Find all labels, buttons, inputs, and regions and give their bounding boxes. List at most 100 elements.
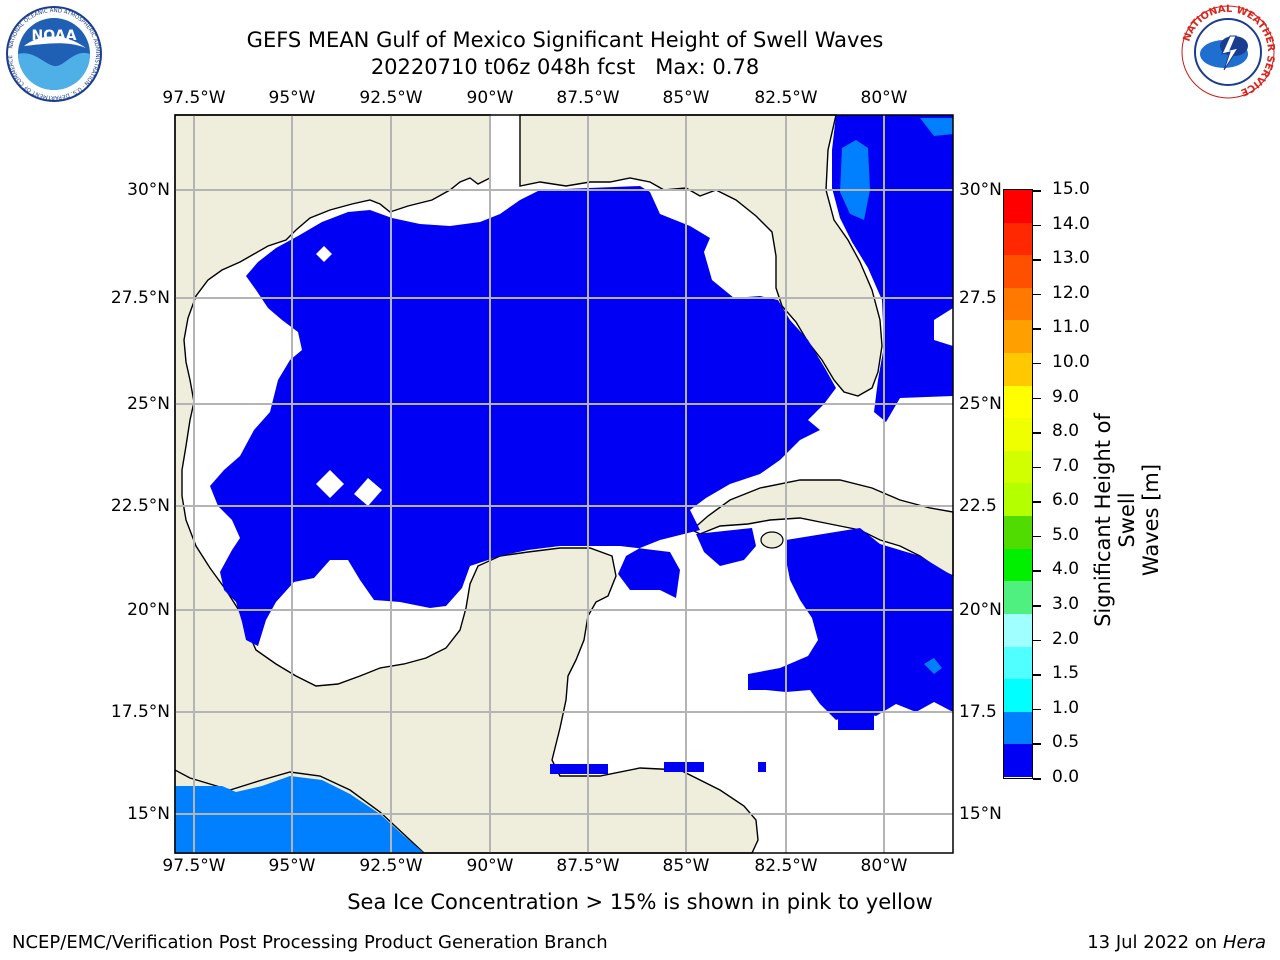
lon-label: 95°W	[268, 856, 316, 876]
colorbar-tick	[1033, 328, 1041, 330]
lat-label: 25°N	[127, 394, 170, 414]
land-west-mexico-texas	[174, 114, 759, 854]
lat-label: 20°N	[959, 600, 1002, 620]
swell-region-main	[210, 186, 836, 646]
colorbar	[1003, 189, 1033, 779]
lat-label: 22.5°N	[110, 496, 170, 516]
swell-patch-4	[838, 712, 874, 730]
colorbar-segment	[1004, 646, 1032, 680]
sea-ice-note: Sea Ice Concentration > 15% is shown in …	[0, 890, 1280, 914]
colorbar-segment	[1004, 450, 1032, 484]
swell-region-caribbean	[748, 528, 953, 720]
colorbar-tick	[1033, 259, 1041, 261]
colorbar-tick	[1033, 501, 1041, 503]
lat-label: 17.5	[959, 702, 997, 722]
colorbar-tick-label: 12.0	[1052, 282, 1090, 303]
swell-hole-3	[316, 246, 332, 262]
lat-label: 27.5	[959, 288, 997, 308]
colorbar-segment	[1004, 711, 1032, 745]
colorbar-tick	[1033, 674, 1041, 676]
colorbar-tick	[1033, 293, 1041, 296]
footer-credit: NCEP/EMC/Verification Post Processing Pr…	[12, 932, 608, 953]
colorbar-tick-label: 15.0	[1052, 179, 1090, 199]
colorbar-tick	[1033, 605, 1041, 607]
colorbar-tick-label: 1.0	[1052, 697, 1080, 718]
sea-ice-note-text: Sea Ice Concentration > 15% is shown in …	[347, 890, 933, 914]
noaa-logo-text: NOAA	[32, 28, 77, 44]
swell-region-atlantic-light	[840, 140, 870, 220]
colorbar-tick-label: 14.0	[1052, 213, 1090, 234]
colorbar-tick-label: 10.0	[1052, 351, 1090, 372]
colorbar-segment	[1004, 516, 1032, 549]
colorbar-segment	[1004, 548, 1032, 582]
swell-region-atlantic-light-2	[920, 118, 953, 136]
footer-host: Hera	[1222, 932, 1266, 953]
lat-label: 17.5°N	[110, 702, 170, 722]
colorbar-tick	[1033, 570, 1041, 572]
footer-date: 13 Jul 2022 on Hera	[1087, 932, 1266, 953]
colorbar-segment	[1004, 581, 1032, 614]
lon-label: 97.5°W	[162, 856, 226, 876]
colorbar-label: Significant Height of Swell Waves [m]	[1091, 405, 1163, 635]
colorbar-tick-label: 5.0	[1052, 524, 1080, 545]
colorbar-tick	[1033, 362, 1041, 365]
graticule	[175, 115, 953, 853]
colorbar-tick-label: 4.0	[1052, 559, 1080, 580]
colorbar-tick	[1033, 397, 1041, 400]
colorbar-tick-label: 8.0	[1052, 421, 1080, 442]
run-info: 20220710 t06z 048h fcst	[370, 55, 636, 79]
map-area	[174, 114, 954, 854]
lon-label: 90°W	[466, 88, 514, 108]
colorbar-tick	[1033, 224, 1041, 227]
colorbar-segment	[1004, 613, 1032, 647]
colorbar-segment	[1004, 222, 1032, 256]
colorbar-tick-label: 13.0	[1052, 248, 1090, 269]
swell-region-yucatan-east	[696, 528, 756, 566]
noaa-logo: NOAA NATIONAL OCEANIC AND ATMOSPHERIC AD…	[4, 4, 104, 108]
land-florida	[519, 114, 883, 397]
lon-label: 90°W	[466, 856, 514, 876]
lon-label: 87.5°W	[556, 88, 620, 108]
colorbar-label-line2: Waves [m]	[1139, 463, 1163, 577]
lon-label: 97.5°W	[162, 88, 226, 108]
colorbar-segment	[1004, 287, 1032, 321]
colorbar-tick	[1033, 535, 1041, 538]
colorbar-tick-label: 2.0	[1052, 628, 1080, 649]
colorbar-tick	[1033, 190, 1041, 192]
colorbar-segment	[1004, 483, 1032, 517]
lat-label: 15°N	[959, 804, 1002, 824]
lat-label: 20°N	[127, 600, 170, 620]
lon-label: 85°W	[662, 88, 710, 108]
lat-label: 22.5	[959, 496, 997, 516]
lat-label: 30°N	[127, 180, 170, 200]
colorbar-tick-label: 0.0	[1052, 767, 1080, 787]
colorbar-segment	[1004, 744, 1032, 777]
colorbar-tick-label: 9.0	[1052, 386, 1080, 407]
colorbar-tick-label: 0.5	[1052, 732, 1080, 753]
colorbar-tick-label: 7.0	[1052, 455, 1080, 476]
swell-region-caribbean-light	[924, 658, 942, 674]
swell-patch-1	[550, 764, 608, 774]
colorbar-tick-label: 11.0	[1052, 317, 1090, 338]
colorbar-tick	[1033, 466, 1041, 469]
colorbar-tick-label: 3.0	[1052, 594, 1080, 615]
colorbar-segment	[1004, 418, 1032, 451]
footer-date-text: 13 Jul 2022 on	[1087, 932, 1223, 953]
lon-label: 82.5°W	[754, 856, 818, 876]
nws-logo: NATIONAL WEATHER SERVICE	[1176, 2, 1280, 106]
lon-label: 80°W	[860, 88, 908, 108]
colorbar-tick	[1033, 432, 1041, 434]
colorbar-segment	[1004, 190, 1032, 223]
lon-label: 85°W	[662, 856, 710, 876]
lon-label: 92.5°W	[359, 88, 423, 108]
colorbar-tick	[1033, 743, 1041, 745]
lat-label: 30°N	[959, 180, 1002, 200]
lon-label: 80°W	[860, 856, 908, 876]
swell-hole-1	[316, 470, 344, 498]
colorbar-tick	[1033, 778, 1041, 780]
swell-patch-2	[664, 762, 704, 772]
lat-label: 27.5°N	[110, 288, 170, 308]
swell-hole-2	[354, 478, 382, 506]
land-isle-of-youth	[760, 531, 784, 549]
